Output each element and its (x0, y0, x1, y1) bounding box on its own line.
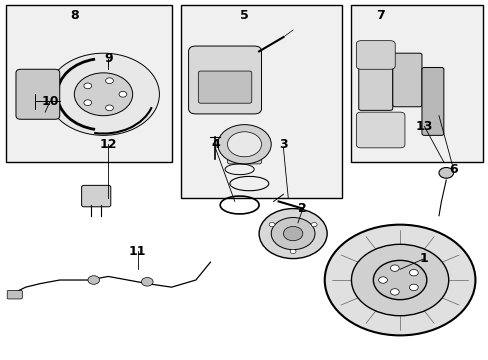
Circle shape (311, 222, 316, 227)
Circle shape (74, 73, 132, 116)
Circle shape (389, 265, 398, 271)
FancyBboxPatch shape (81, 185, 111, 207)
FancyBboxPatch shape (227, 146, 261, 164)
Text: 8: 8 (70, 9, 79, 22)
Circle shape (84, 100, 91, 105)
Text: 2: 2 (298, 202, 306, 215)
FancyBboxPatch shape (188, 46, 261, 114)
Circle shape (324, 225, 474, 336)
FancyBboxPatch shape (198, 71, 251, 103)
Circle shape (84, 83, 91, 89)
Circle shape (378, 277, 386, 283)
Circle shape (105, 105, 113, 111)
Circle shape (408, 269, 417, 276)
Circle shape (217, 125, 271, 164)
FancyBboxPatch shape (16, 69, 60, 119)
Circle shape (259, 208, 326, 258)
Circle shape (271, 217, 314, 249)
Text: 11: 11 (128, 245, 146, 258)
Text: 12: 12 (100, 138, 117, 151)
Circle shape (47, 53, 159, 135)
Circle shape (283, 226, 302, 241)
Circle shape (141, 278, 153, 286)
Circle shape (268, 222, 274, 227)
Text: 7: 7 (375, 9, 384, 22)
FancyBboxPatch shape (392, 53, 421, 107)
Text: 10: 10 (41, 95, 59, 108)
Circle shape (119, 91, 126, 97)
Text: 3: 3 (279, 138, 287, 151)
Text: 9: 9 (104, 52, 112, 65)
Text: 6: 6 (448, 163, 457, 176)
Circle shape (88, 276, 100, 284)
FancyBboxPatch shape (356, 112, 404, 148)
FancyBboxPatch shape (358, 50, 392, 111)
Circle shape (351, 244, 448, 316)
Bar (351, 5, 482, 162)
Text: 5: 5 (240, 9, 248, 22)
Circle shape (372, 260, 426, 300)
Circle shape (389, 289, 398, 295)
Circle shape (289, 249, 295, 253)
Circle shape (105, 78, 113, 84)
FancyBboxPatch shape (421, 67, 443, 135)
Circle shape (227, 132, 261, 157)
Bar (181, 5, 341, 198)
Bar (6, 5, 171, 162)
Text: 4: 4 (210, 138, 219, 151)
Circle shape (408, 284, 417, 291)
FancyBboxPatch shape (7, 291, 22, 299)
FancyBboxPatch shape (356, 41, 394, 69)
Text: 13: 13 (415, 120, 432, 133)
Text: 1: 1 (419, 252, 428, 265)
Circle shape (438, 167, 453, 178)
